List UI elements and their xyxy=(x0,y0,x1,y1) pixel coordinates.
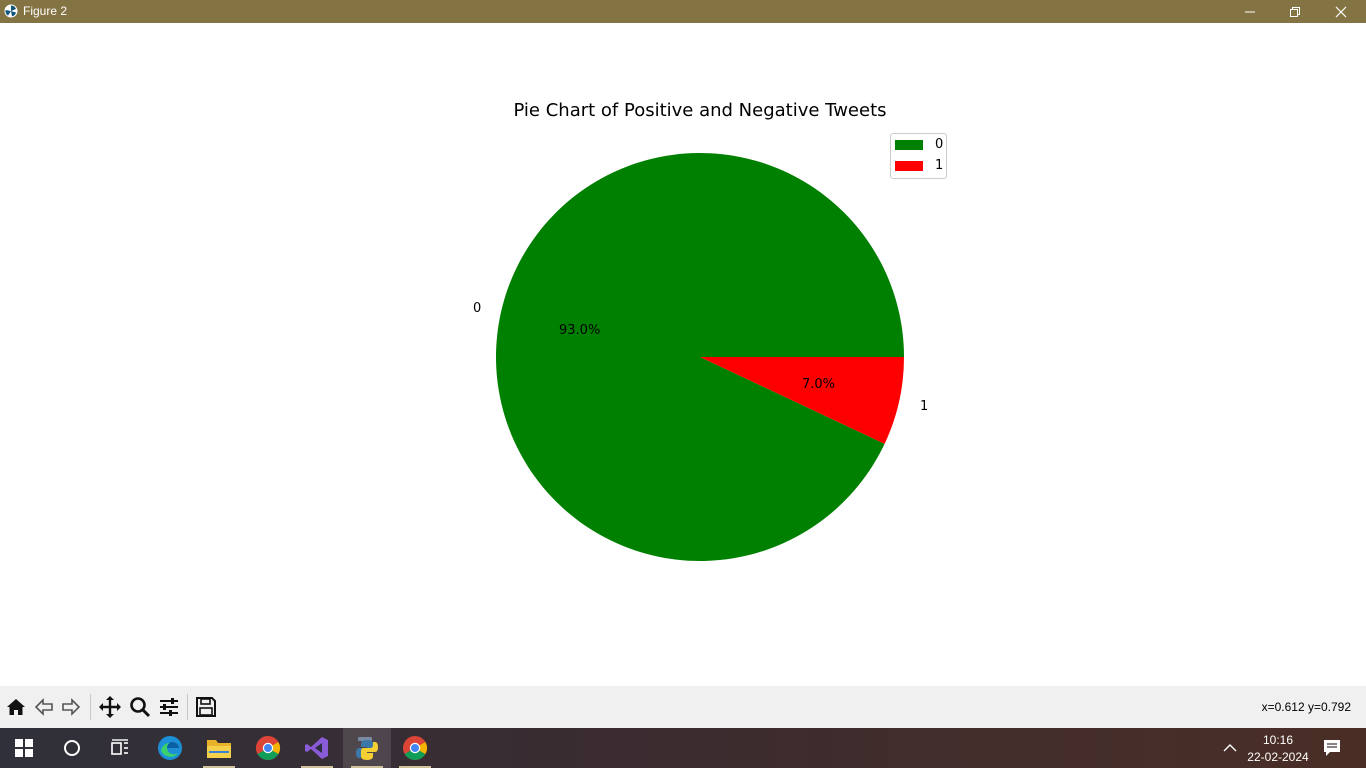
chrome-browser-icon xyxy=(255,736,281,761)
show-hidden-icons-chevron-icon[interactable] xyxy=(1222,740,1238,756)
system-clock[interactable]: 10:16 22-02-2024 xyxy=(1244,732,1312,766)
pan-button[interactable] xyxy=(98,695,122,719)
matplotlib-app-icon xyxy=(4,4,18,18)
visual-studio-icon xyxy=(305,737,328,759)
minimize-button[interactable] xyxy=(1227,0,1273,23)
pie-percent-label-1: 7.0% xyxy=(802,377,836,392)
taskbar-edge[interactable] xyxy=(146,728,194,768)
running-indicator xyxy=(301,766,333,768)
restore-button[interactable] xyxy=(1272,0,1318,23)
chrome-browser-icon xyxy=(403,736,428,761)
task-view-button[interactable] xyxy=(96,728,144,768)
toolbar-separator xyxy=(90,694,91,720)
back-button[interactable] xyxy=(32,695,56,719)
python-icon xyxy=(356,737,378,760)
legend-label-1: 1 xyxy=(935,158,944,173)
cortana-circle-icon xyxy=(64,740,80,756)
zoom-button[interactable] xyxy=(128,695,152,719)
taskbar-chrome-2[interactable] xyxy=(391,728,439,768)
close-button[interactable] xyxy=(1318,0,1364,23)
start-button[interactable] xyxy=(0,728,48,768)
pie-chart xyxy=(496,153,904,562)
cursor-coordinates: x=0.612 y=0.792 xyxy=(1261,700,1351,714)
home-icon xyxy=(7,699,25,715)
running-indicator xyxy=(203,766,235,768)
pie-slice-0 xyxy=(496,153,904,562)
legend-label-0: 0 xyxy=(935,137,944,152)
navigation-toolbar: x=0.612 y=0.792 xyxy=(0,686,1366,728)
pie-slice-1 xyxy=(700,357,904,444)
chart-legend[interactable]: 0 1 xyxy=(890,133,947,179)
taskbar-python-figure[interactable] xyxy=(343,728,391,768)
close-icon xyxy=(1335,6,1347,17)
minimize-icon xyxy=(1245,11,1255,12)
taskbar-visual-studio[interactable] xyxy=(293,728,341,768)
home-button[interactable] xyxy=(4,695,28,719)
pie-percent-label-0: 93.0% xyxy=(559,323,601,338)
zoom-magnifier-icon xyxy=(130,697,151,718)
forward-arrow-icon xyxy=(62,698,81,716)
edge-browser-icon xyxy=(158,736,182,760)
pie-outer-label-1: 1 xyxy=(920,399,929,414)
figure-canvas[interactable]: Pie Chart of Positive and Negative Tweet… xyxy=(0,23,1366,686)
running-indicator xyxy=(399,766,431,768)
taskbar-file-explorer[interactable] xyxy=(195,728,243,768)
pie-outer-label-0: 0 xyxy=(473,301,482,316)
pan-move-icon xyxy=(99,696,121,718)
legend-swatch-1 xyxy=(895,161,923,171)
cortana-search-button[interactable] xyxy=(48,728,96,768)
configure-subplots-button[interactable] xyxy=(157,695,181,719)
clock-time: 10:16 xyxy=(1262,733,1294,747)
restore-icon xyxy=(1290,6,1300,17)
save-button[interactable] xyxy=(194,695,218,719)
chart-title: Pie Chart of Positive and Negative Tweet… xyxy=(513,100,887,121)
back-arrow-icon xyxy=(34,698,53,716)
window-title: Figure 2 xyxy=(23,4,68,18)
legend-swatch-0 xyxy=(895,140,923,150)
windows-logo-icon xyxy=(15,739,33,757)
toolbar-separator xyxy=(187,694,188,720)
task-view-icon xyxy=(111,739,128,755)
forward-button[interactable] xyxy=(59,695,83,719)
sliders-icon xyxy=(160,698,178,716)
action-center-notification-icon[interactable] xyxy=(1322,738,1342,758)
folder-icon xyxy=(207,740,231,758)
window-titlebar: Figure 2 xyxy=(0,0,1366,23)
running-indicator xyxy=(351,766,383,768)
save-floppy-icon xyxy=(196,697,216,717)
taskbar-chrome[interactable] xyxy=(244,728,292,768)
clock-date: 22-02-2024 xyxy=(1247,750,1309,764)
windows-taskbar: 10:16 22-02-2024 xyxy=(0,728,1366,768)
